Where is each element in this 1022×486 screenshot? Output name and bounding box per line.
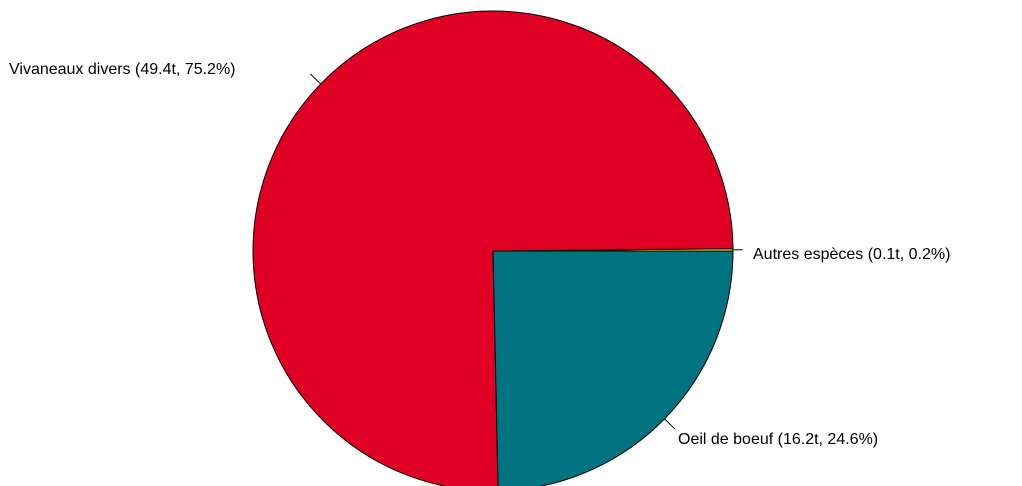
- slice-labels: Autres espèces (0.1t, 0.2%) Vivaneaux di…: [9, 61, 950, 448]
- leader-line-vivaneaux-divers: [309, 73, 322, 85]
- slice-label-vivaneaux-divers: Vivaneaux divers (49.4t, 75.2%): [9, 61, 236, 78]
- slice-label-autres-especes: Autres espèces (0.1t, 0.2%): [753, 246, 950, 263]
- leader-lines: [309, 73, 743, 430]
- leader-line-oeil-de-boeuf: [664, 418, 676, 430]
- pie-slices: [252, 10, 734, 486]
- slice-label-oeil-de-boeuf: Oeil de boeuf (16.2t, 24.6%): [678, 431, 878, 448]
- pie-slice-oeil-de-boeuf: [492, 250, 734, 486]
